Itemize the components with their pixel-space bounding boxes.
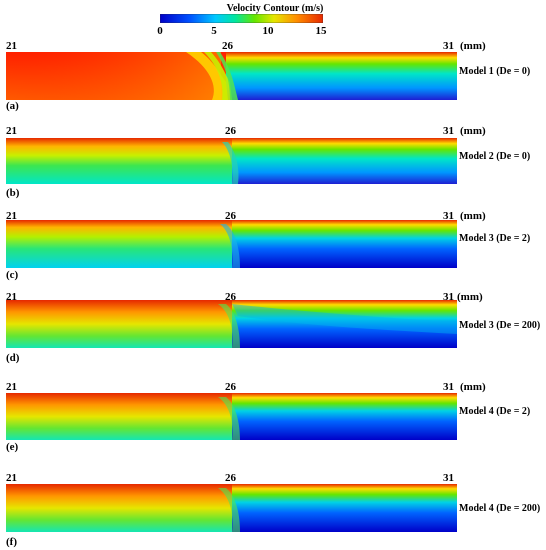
axis-label-21: 21 [6,210,17,222]
axis-label-31: 31 [443,381,454,393]
axis-label-26: 26 [222,40,233,52]
axis-label-26: 26 [225,291,236,303]
axis-label-31: 31 [443,125,454,137]
axis-unit: (mm) [460,125,486,137]
contour-panel-d [6,300,457,348]
axis-unit: (mm) [460,210,486,222]
axis-label-21: 21 [6,40,17,52]
panel-letter-b: (b) [6,187,20,199]
axis-label-21: 21 [6,291,17,303]
colorbar-tick-0: 0 [157,25,163,37]
panel-letter-c: (c) [6,269,19,281]
contour-panel-e [6,393,457,440]
axis-label-21: 21 [6,472,17,484]
axis-label-31: 31 [443,472,454,484]
model-label-c: Model 3 (De = 2) [459,233,531,244]
axis-label-21: 21 [6,381,17,393]
panel-letter-f: (f) [6,536,17,548]
contour-panel-b [6,138,457,184]
model-label-b: Model 2 (De = 0) [459,151,531,162]
panel-letter-a: (a) [6,100,19,112]
axis-label-21: 21 [6,125,17,137]
model-label-a: Model 1 (De = 0) [459,66,531,77]
axis-unit: (mm) [460,40,486,52]
axis-label-31: 31 [443,40,454,52]
axis-label-26: 26 [225,210,236,222]
axis-unit: (mm) [457,291,483,303]
axis-unit: (mm) [460,381,486,393]
axis-label-26: 26 [225,125,236,137]
colorbar-tick-10: 10 [262,25,274,37]
panel-letter-d: (d) [6,352,20,364]
axis-label-26: 26 [225,472,236,484]
axis-label-26: 26 [225,381,236,393]
colorbar [160,14,323,23]
colorbar-tick-5: 5 [211,25,217,37]
axis-label-31: 31 [443,210,454,222]
colorbar-title: Velocity Contour (m/s) [226,3,324,14]
model-label-e: Model 4 (De = 2) [459,406,531,417]
contour-panel-a [6,52,457,100]
contour-panel-c [6,220,457,268]
panel-letter-e: (e) [6,441,19,453]
contour-panel-f [6,484,457,532]
axis-label-31: 31 [443,291,454,303]
model-label-f: Model 4 (De = 200) [459,503,541,514]
colorbar-tick-15: 15 [315,25,327,37]
model-label-d: Model 3 (De = 200) [459,320,541,331]
